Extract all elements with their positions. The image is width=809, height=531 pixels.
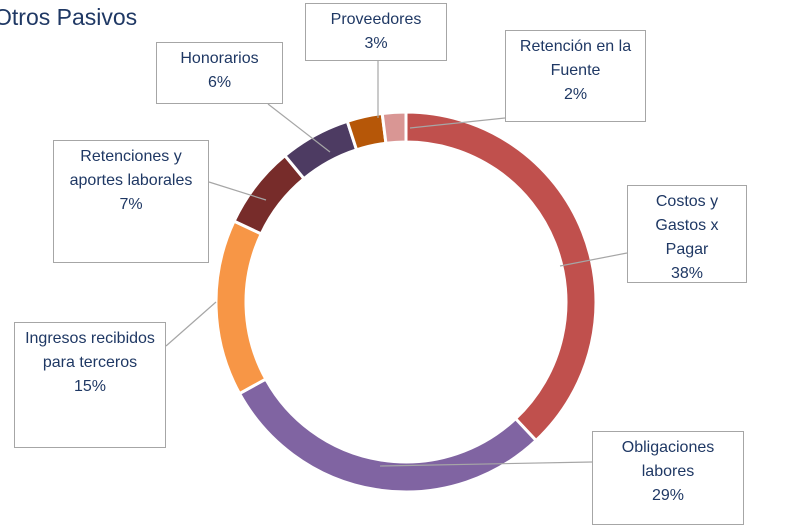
category-label: Retenciones y aportes laborales xyxy=(69,148,193,189)
value-label: 38% xyxy=(670,265,704,282)
doughnut-slice xyxy=(380,110,408,145)
data-label: Obligaciones labores 29% xyxy=(592,431,744,525)
leader-line xyxy=(409,117,506,129)
value-label: 2% xyxy=(563,86,588,103)
data-label: Costos y Gastos x Pagar 38% xyxy=(627,185,747,283)
leader-line xyxy=(379,461,593,467)
leader-line xyxy=(165,301,217,347)
value-label: 3% xyxy=(364,35,388,52)
category-label: Honorarios xyxy=(180,50,259,67)
category-label: Ingresos recibidos para terceros xyxy=(25,330,155,371)
data-label: Honorarios 6% xyxy=(156,42,283,104)
leader-line xyxy=(267,103,331,153)
category-label: Proveedores xyxy=(330,11,422,28)
doughnut-slice xyxy=(282,119,359,181)
doughnut-slice xyxy=(237,377,539,494)
data-label: Proveedores 3% xyxy=(305,3,447,61)
category-label: Retención en la Fuente xyxy=(519,38,632,79)
value-label: 6% xyxy=(207,74,232,91)
value-label: 15% xyxy=(73,378,107,395)
value-label: 29% xyxy=(651,487,685,504)
leader-line xyxy=(208,181,267,201)
category-label: Costos y Gastos x Pagar xyxy=(655,193,719,258)
chart-title: Otros Pasivos xyxy=(0,4,138,30)
doughnut-slice xyxy=(404,110,598,443)
leader-line xyxy=(559,252,628,267)
data-label: Retención en la Fuente 2% xyxy=(505,30,646,122)
doughnut-slice xyxy=(214,219,268,396)
value-label: 7% xyxy=(119,196,143,213)
data-label: Retenciones y aportes laborales 7% xyxy=(53,140,209,263)
data-label: Ingresos recibidos para terceros 15% xyxy=(14,322,166,448)
category-label: Obligaciones labores xyxy=(621,439,715,480)
